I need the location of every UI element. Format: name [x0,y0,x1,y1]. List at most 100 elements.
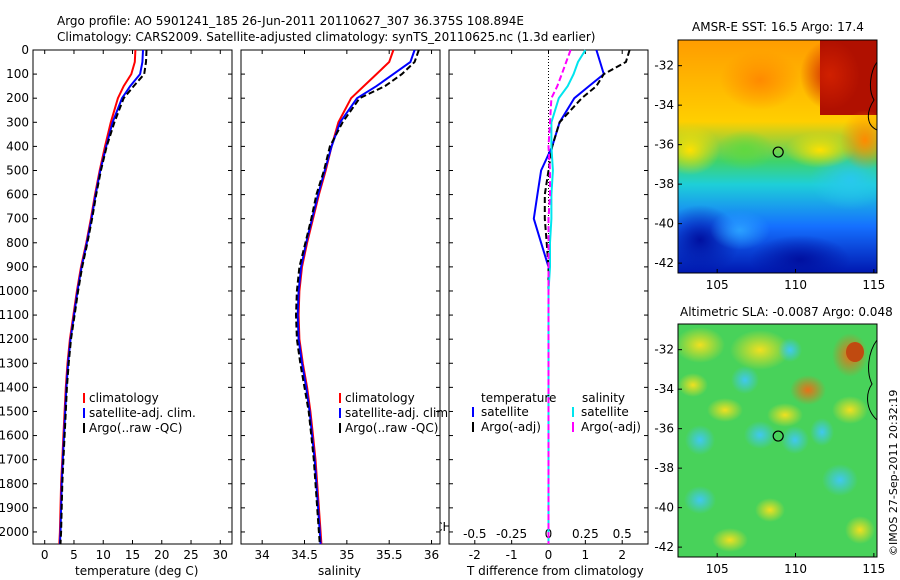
depth-tick-label: 600 [6,188,29,202]
diff-legend-label: Argo(-adj) [581,420,641,434]
figure-title: Argo profile: AO 5901241_185 26-Jun-2011… [57,14,525,28]
depth-tick-label: 400 [6,139,29,153]
depth-tick-label: 1400 [0,380,29,394]
sst-map-ytick-label: -42 [654,256,674,270]
salinity-xlabel: salinity [318,564,362,578]
sla-argo-marker [772,430,784,442]
temperature-plot-frame [32,49,233,545]
salinity-diff-tick-label: 0.25 [572,527,599,541]
salinity-xtick-label: 35.5 [376,548,403,562]
salinity-series-climatology [297,49,395,545]
difference-xtick-label: -2 [469,548,481,562]
temperature-series-argo-raw-qc- [59,49,148,545]
difference-series-salinity-satellite [547,49,587,544]
sst-map-title: AMSR-E SST: 16.5 Argo: 17.4 [692,20,864,34]
figure-subtitle: Climatology: CARS2009. Satellite-adjuste… [57,30,596,44]
depth-tick-label: 1300 [0,356,29,370]
difference-plot-frame [448,49,649,545]
salinity-diff-tick-label: 0 [545,527,553,541]
sst-map-xtick-label: 105 [706,278,729,292]
salinity-xtick-label: 36 [424,548,439,562]
sst-map-xtick-label: 110 [784,278,807,292]
depth-tick-label: 1600 [0,429,29,443]
depth-tick-label: 1000 [0,284,29,298]
diff-legend-label: satellite [581,405,629,419]
depth-tick-label: 1200 [0,332,29,346]
depth-tick-label: 300 [6,115,29,129]
temperature-series-satellite-adj-clim- [58,49,144,545]
temperature-series-climatology [58,49,137,545]
sla-map-ytick-label: -42 [654,540,674,554]
temperature-legend-label: Argo(..raw -QC) [89,421,182,435]
salinity-diff-tick-label: 0.5 [613,527,632,541]
temperature-xtick-label: 20 [154,548,169,562]
sla-map-xtick-label: 115 [862,562,885,576]
depth-tick-label: 1500 [0,404,29,418]
temperature-legend-label: satellite-adj. clim. [89,406,196,420]
depth-tick-label: 1700 [0,453,29,467]
temperature-legend-label: climatology [89,391,159,405]
diff-legend-label: satellite [481,405,529,419]
depth-tick-label: 900 [6,260,29,274]
sst-map-xtick-label: 115 [862,278,885,292]
temperature-xlabel: temperature (deg C) [75,564,199,578]
depth-tick-label: 1100 [0,308,29,322]
diff-legend-title-temperature: temperature [481,391,556,405]
depth-tick-label: 700 [6,212,29,226]
salinity-legend-label: climatology [345,391,415,405]
difference-series-salinity-argo-adj- [547,49,572,544]
sla-map-ytick-label: -34 [654,382,674,396]
sst-argo-marker [772,146,784,158]
salinity-xtick-label: 35 [339,548,354,562]
sst-coastline [867,61,878,131]
temperature-xtick-label: 25 [183,548,198,562]
salinity-legend-label: Argo(..raw -QC) [345,421,438,435]
depth-tick-label: 500 [6,163,29,177]
salinity-series-argo-raw-qc- [294,49,420,545]
temperature-xtick-label: 0 [41,548,49,562]
sst-map-frame [677,39,878,274]
sla-map-title: Altimetric SLA: -0.0087 Argo: 0.048 [680,305,893,319]
depth-tick-label: 1800 [0,477,29,491]
diff-legend-label: Argo(-adj) [481,420,541,434]
sst-map-field [678,40,877,273]
salinity-diff-tick-label: -0.5 [463,527,486,541]
difference-xtick-label: 2 [618,548,626,562]
difference-xlabel: T difference from climatology [467,564,644,578]
salinity-series-satellite-adj-clim- [296,49,416,545]
difference-series-temperature-argo-adj- [543,49,631,544]
depth-tick-label: 1900 [0,501,29,515]
sla-coastline [867,339,878,421]
sla-map-xtick-label: 110 [784,562,807,576]
depth-tick-label: 0 [21,43,29,57]
sst-map-ytick-label: -38 [654,177,674,191]
pi-credit: PI: DEAN ROEMMICH [328,520,452,534]
depth-tick-label: 100 [6,67,29,81]
salinity-plot-frame [240,49,441,545]
salinity-legend-label: satellite-adj. clim. [345,406,452,420]
depth-tick-label: 200 [6,91,29,105]
difference-xlabel2: S difference from climatology [468,514,645,528]
sla-map-ytick-label: -40 [654,501,674,515]
sla-map-field [678,324,877,557]
sla-map-ytick-label: -36 [654,422,674,436]
temperature-xtick-label: 15 [125,548,140,562]
sst-map-ytick-label: -40 [654,217,674,231]
project-credit: US ARGO PROJECT [328,506,440,520]
salinity-xtick-label: 34 [255,548,270,562]
sla-map-ytick-label: -38 [654,461,674,475]
sla-map-xtick-label: 105 [706,562,729,576]
difference-xtick-label: 0 [545,548,553,562]
diff-legend-title-salinity: salinity [582,391,625,405]
difference-xtick-label: 1 [582,548,590,562]
depth-tick-label: 800 [6,236,29,250]
sla-map-frame [677,323,878,558]
sla-map-ytick-label: -32 [654,343,674,357]
depth-tick-label: 2000 [0,525,29,539]
difference-series-temperature-satellite [532,49,605,544]
temperature-xtick-label: 30 [213,548,228,562]
difference-xtick-label: -1 [506,548,518,562]
salinity-xtick-label: 34.5 [291,548,318,562]
sst-map-ytick-label: -32 [654,59,674,73]
